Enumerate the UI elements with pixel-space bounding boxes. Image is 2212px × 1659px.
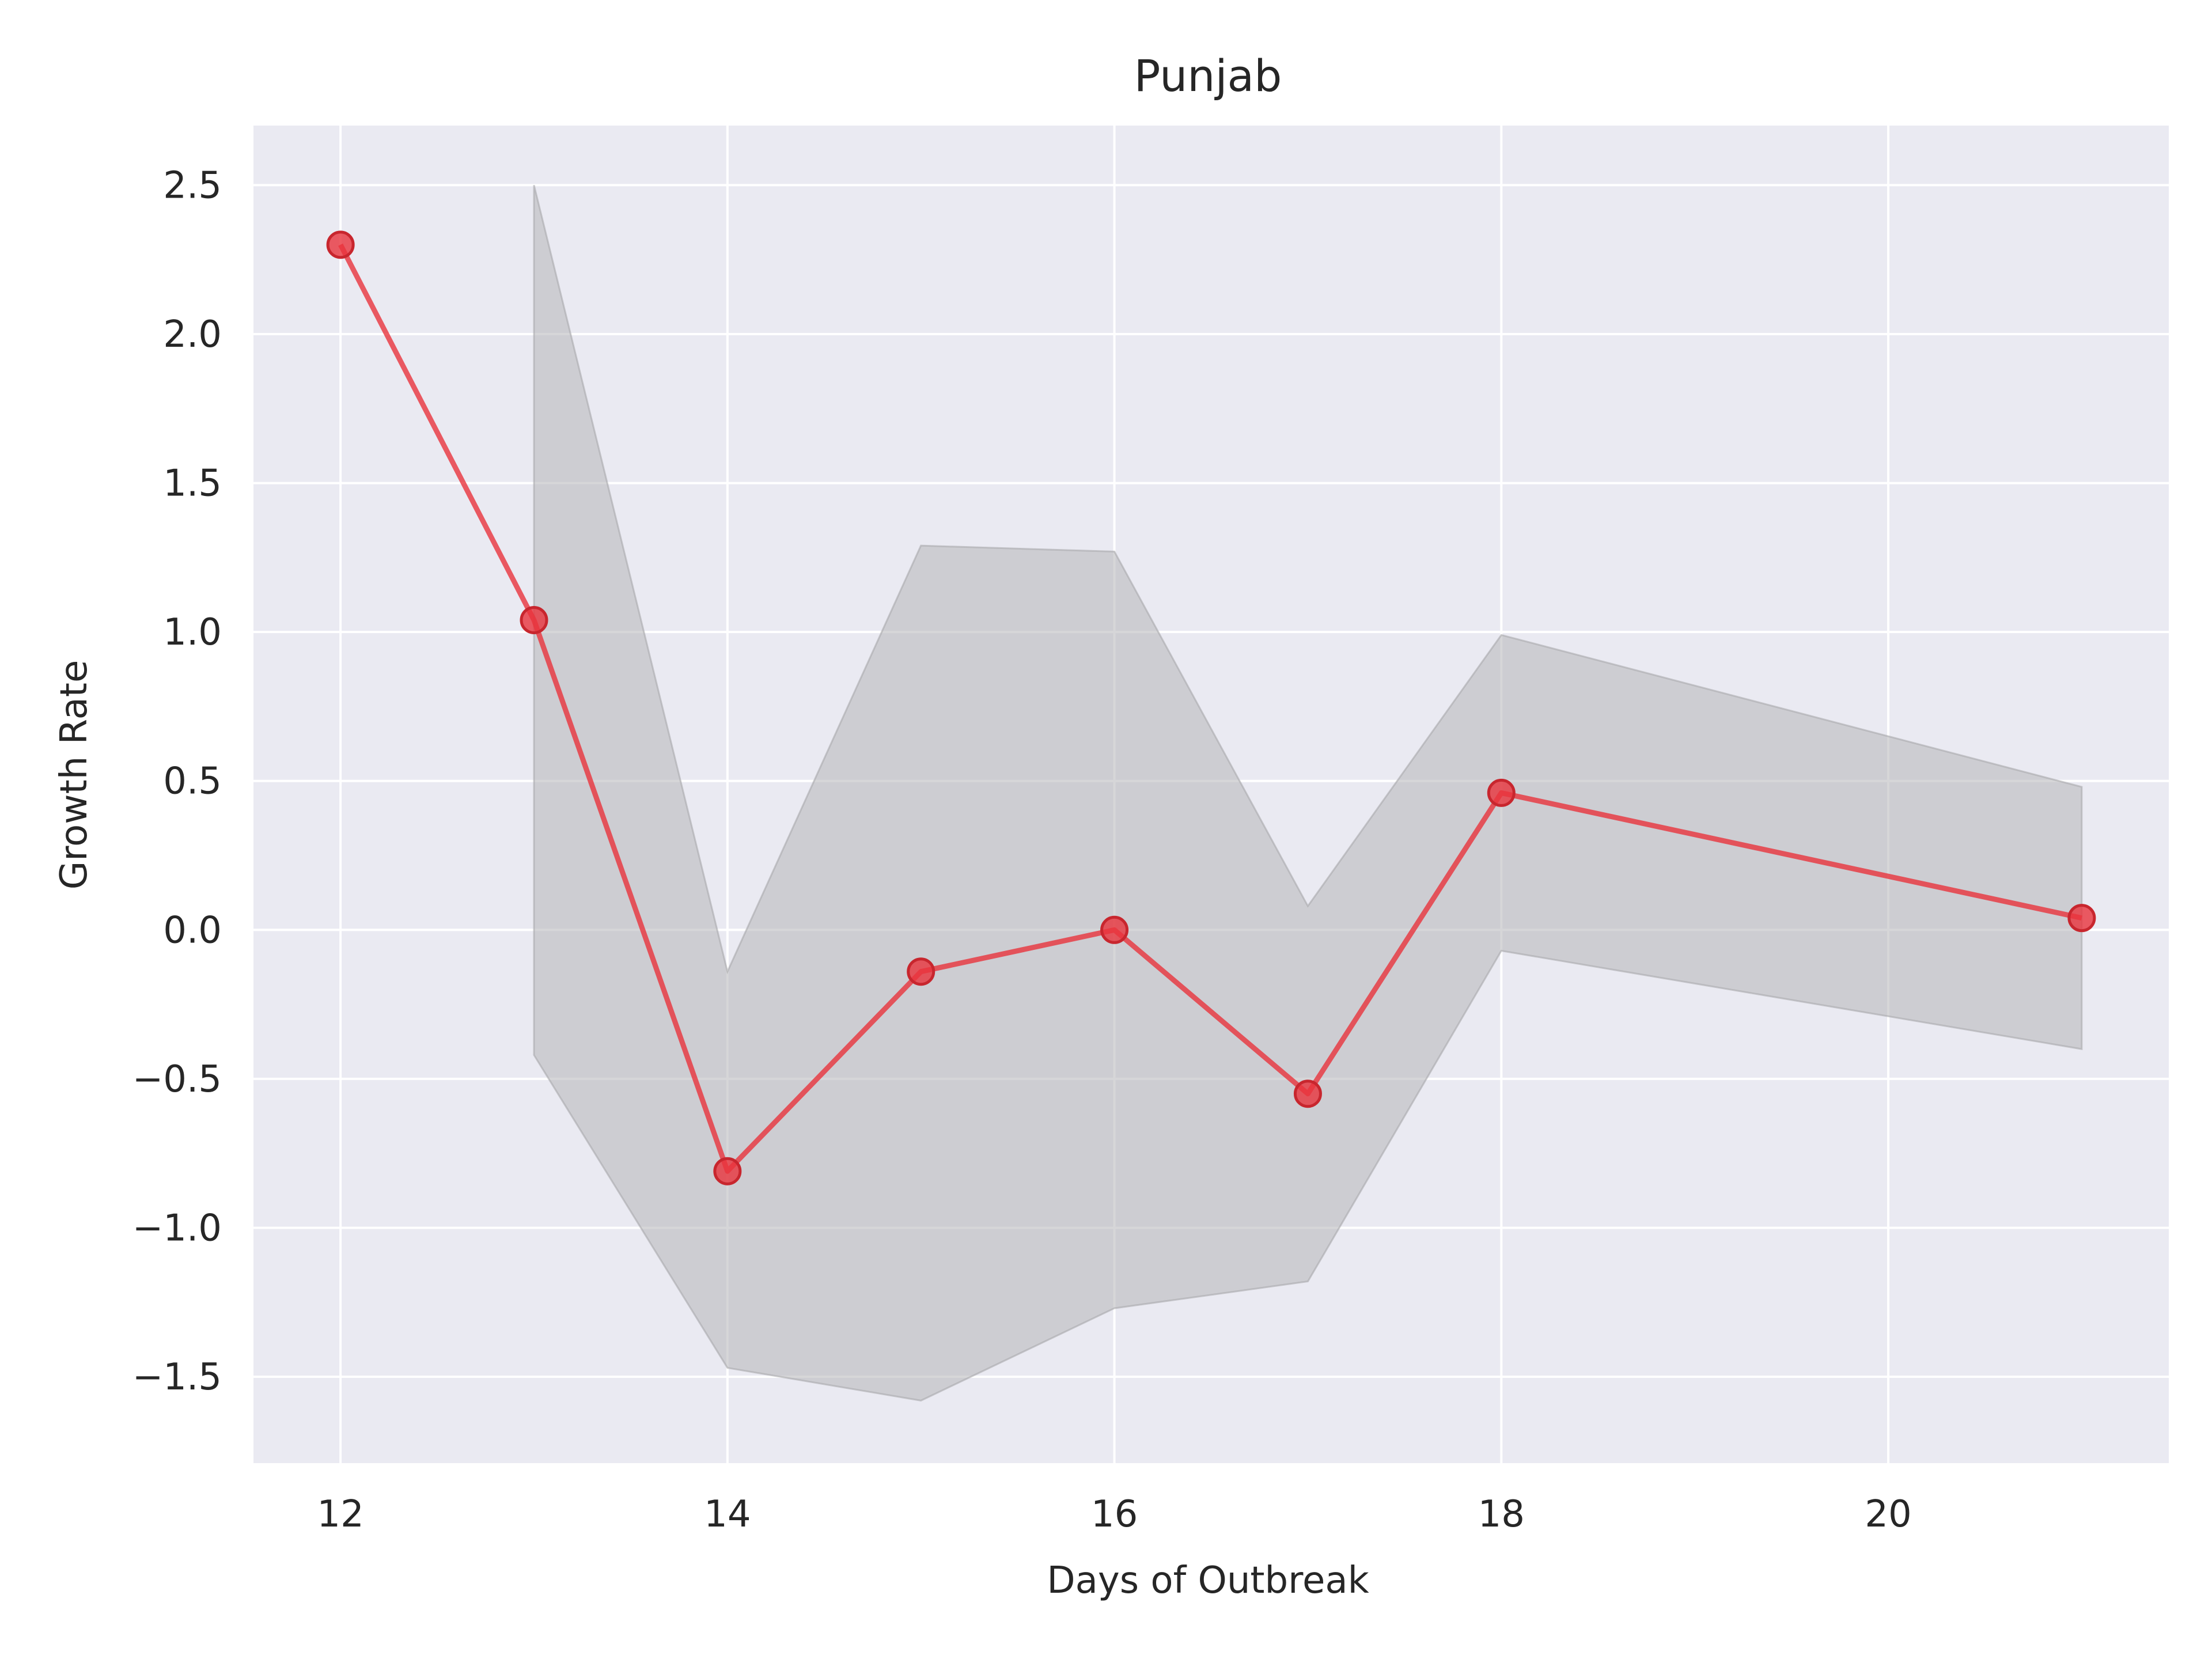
y-tick-label: −1.0 (132, 1207, 222, 1249)
y-tick-label: −0.5 (132, 1058, 222, 1101)
data-point (907, 957, 935, 986)
data-point (1100, 915, 1129, 944)
data-point (326, 230, 355, 259)
data-point (713, 1157, 742, 1185)
x-tick-label: 20 (1865, 1493, 1911, 1536)
confidence-band (533, 185, 2083, 1402)
x-axis-label: Days of Outbreak (1047, 1559, 1369, 1602)
y-axis-ticks: 2.5 2.0 1.5 1.0 0.5 0.0 −0.5 −1.0 −1.5 (132, 164, 222, 1399)
x-tick-label: 12 (317, 1493, 363, 1536)
y-tick-label: 2.5 (163, 164, 222, 207)
x-tick-label: 16 (1091, 1493, 1138, 1536)
data-point (520, 605, 548, 634)
y-tick-label: 1.0 (163, 611, 222, 654)
chart-title: Punjab (1134, 50, 1282, 101)
y-tick-label: −1.5 (132, 1356, 222, 1399)
x-tick-label: 14 (704, 1493, 751, 1536)
data-point (1487, 778, 1516, 807)
series-line (338, 243, 2082, 1174)
data-point (1293, 1080, 1322, 1108)
y-axis-label: Growth Rate (53, 660, 96, 890)
x-axis-ticks: 12 14 16 18 20 (317, 1493, 1911, 1536)
y-tick-label: 0.5 (163, 760, 222, 803)
y-tick-label: 0.0 (163, 909, 222, 952)
data-point (2067, 904, 2096, 933)
series-group (326, 230, 2096, 1185)
y-tick-label: 1.5 (163, 463, 222, 505)
x-tick-label: 18 (1478, 1493, 1525, 1536)
y-tick-label: 2.0 (163, 313, 222, 356)
